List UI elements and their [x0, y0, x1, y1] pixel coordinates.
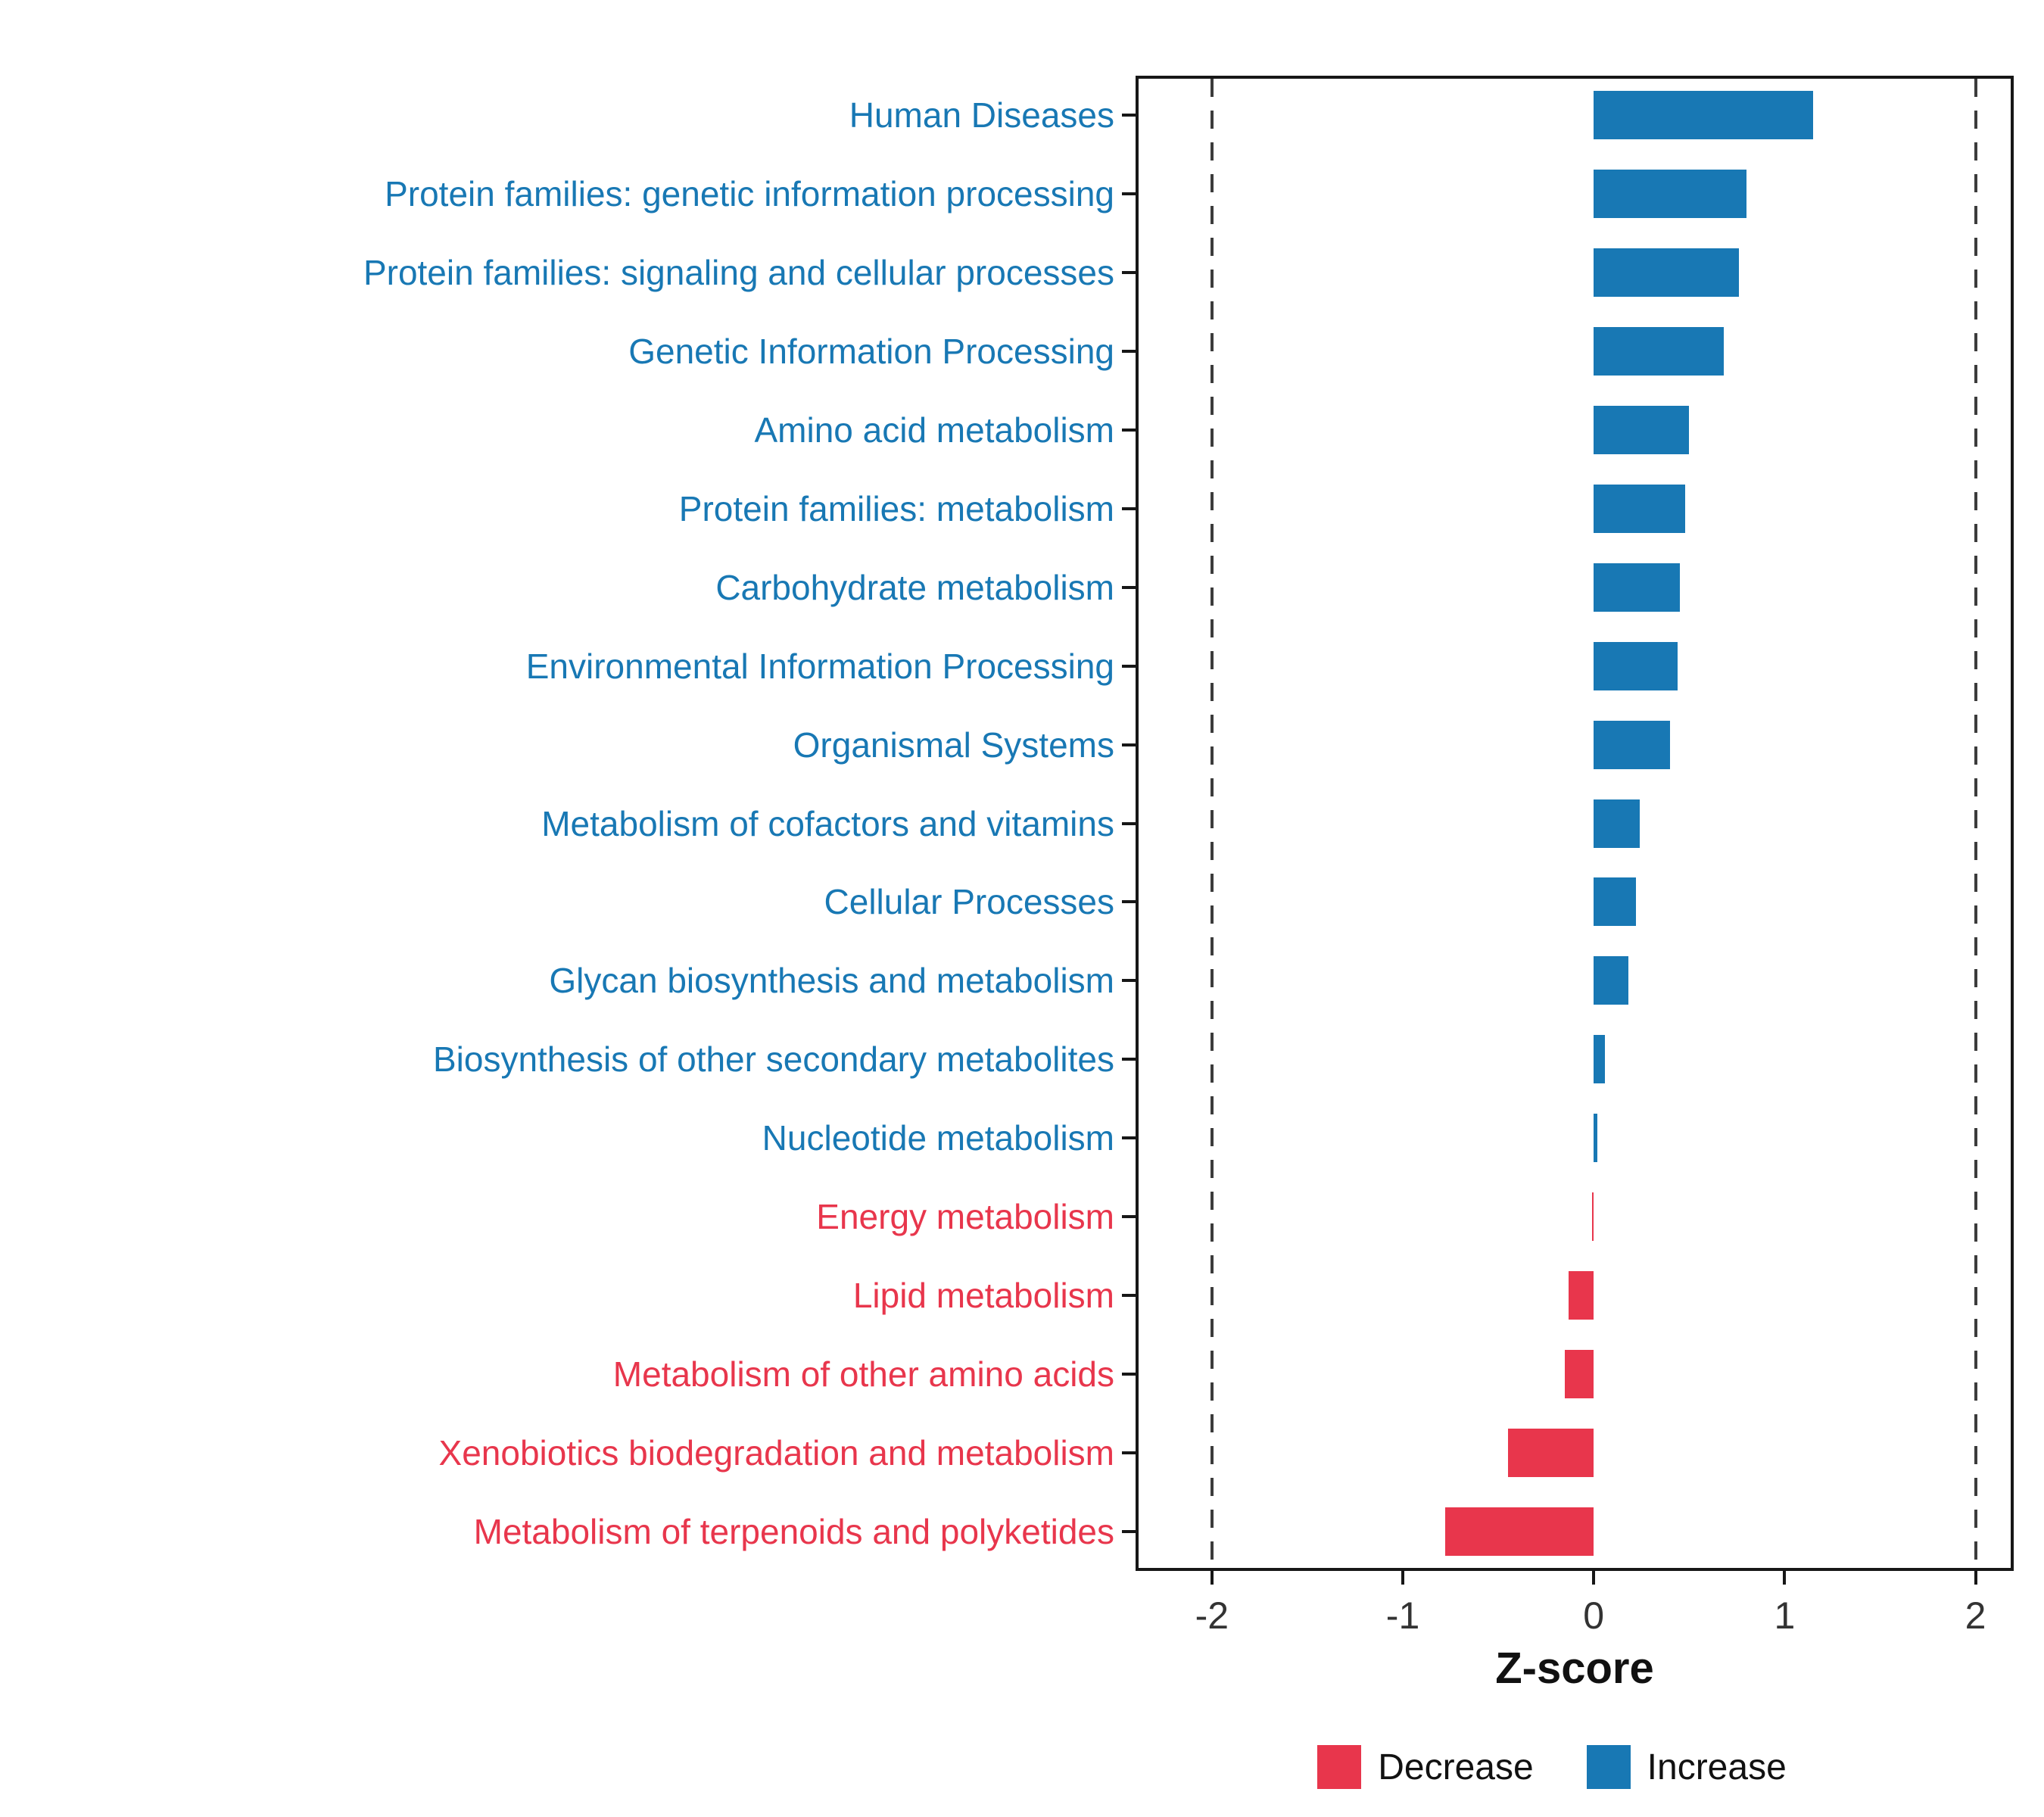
- y-tick-mark: [1122, 1058, 1136, 1061]
- y-tick-mark: [1122, 822, 1136, 825]
- legend-label-decrease: Decrease: [1378, 1747, 1534, 1787]
- category-label: Amino acid metabolism: [754, 410, 1114, 450]
- legend-item-decrease: Decrease: [1317, 1745, 1534, 1789]
- bar: [1594, 563, 1680, 612]
- y-tick-mark: [1122, 979, 1136, 982]
- category-label: Metabolism of terpenoids and polyketides: [473, 1512, 1114, 1551]
- legend: Decrease Increase: [1060, 1745, 2044, 1789]
- x-axis-title: Z-score: [1495, 1644, 1654, 1693]
- category-label: Carbohydrate metabolism: [715, 568, 1114, 607]
- x-tick-label: 1: [1774, 1594, 1796, 1637]
- bar: [1594, 1114, 1598, 1162]
- y-tick-mark: [1122, 665, 1136, 668]
- bar: [1594, 1035, 1606, 1083]
- category-label: Nucleotide metabolism: [762, 1118, 1114, 1158]
- category-label: Lipid metabolism: [852, 1276, 1114, 1315]
- y-tick-mark: [1122, 900, 1136, 903]
- legend-swatch-increase: [1586, 1745, 1631, 1789]
- bar: [1594, 406, 1690, 454]
- category-label: Organismal Systems: [793, 725, 1114, 765]
- y-tick-mark: [1122, 350, 1136, 353]
- bar: [1594, 485, 1686, 533]
- y-tick-mark: [1122, 429, 1136, 432]
- x-tick-mark: [1401, 1571, 1405, 1585]
- bar: [1444, 1507, 1594, 1556]
- category-label: Protein families: metabolism: [678, 489, 1114, 528]
- x-tick-mark: [1783, 1571, 1787, 1585]
- bar: [1565, 1350, 1594, 1398]
- x-tick-label: 0: [1583, 1594, 1605, 1637]
- bar: [1594, 956, 1628, 1005]
- reference-line: [1974, 79, 1977, 1568]
- category-label: Environmental Information Processing: [525, 647, 1114, 686]
- bar: [1591, 1192, 1594, 1241]
- y-tick-mark: [1122, 1530, 1136, 1533]
- category-label: Metabolism of cofactors and vitamins: [541, 804, 1114, 843]
- plot-panel: [1136, 76, 2014, 1571]
- y-tick-mark: [1122, 1373, 1136, 1376]
- x-tick-label: -1: [1385, 1594, 1420, 1637]
- y-tick-mark: [1122, 1294, 1136, 1297]
- bar: [1594, 327, 1724, 376]
- y-tick-mark: [1122, 1215, 1136, 1218]
- category-label: Human Diseases: [849, 95, 1114, 135]
- x-tick-label: -2: [1195, 1594, 1229, 1637]
- bar: [1594, 799, 1640, 848]
- category-label: Protein families: genetic information pr…: [385, 174, 1114, 213]
- bar: [1594, 170, 1746, 218]
- bar: [1569, 1271, 1594, 1320]
- y-tick-mark: [1122, 507, 1136, 510]
- bar: [1594, 877, 1636, 926]
- y-tick-mark: [1122, 192, 1136, 195]
- x-tick-label: 2: [1965, 1594, 1986, 1637]
- y-tick-mark: [1122, 1451, 1136, 1454]
- bar: [1507, 1429, 1594, 1477]
- x-tick-mark: [1210, 1571, 1214, 1585]
- category-label: Biosynthesis of other secondary metaboli…: [432, 1039, 1114, 1079]
- category-label: Cellular Processes: [824, 882, 1114, 921]
- legend-item-increase: Increase: [1586, 1745, 1787, 1789]
- category-label: Metabolism of other amino acids: [612, 1354, 1114, 1394]
- bar: [1594, 721, 1671, 769]
- category-label: Xenobiotics biodegradation and metabolis…: [438, 1433, 1114, 1473]
- bar: [1594, 91, 1814, 139]
- y-tick-mark: [1122, 114, 1136, 117]
- legend-label-increase: Increase: [1647, 1747, 1787, 1787]
- y-tick-mark: [1122, 1136, 1136, 1139]
- category-label: Energy metabolism: [816, 1197, 1114, 1236]
- reference-line: [1210, 79, 1214, 1568]
- x-tick-mark: [1974, 1571, 1977, 1585]
- category-label: Genetic Information Processing: [628, 332, 1114, 371]
- bar: [1594, 642, 1678, 690]
- y-tick-mark: [1122, 586, 1136, 589]
- category-label: Glycan biosynthesis and metabolism: [549, 961, 1114, 1000]
- x-tick-mark: [1592, 1571, 1596, 1585]
- bar: [1594, 248, 1739, 297]
- category-label: Protein families: signaling and cellular…: [363, 253, 1114, 292]
- y-tick-mark: [1122, 743, 1136, 746]
- legend-swatch-decrease: [1317, 1745, 1362, 1789]
- y-tick-mark: [1122, 271, 1136, 274]
